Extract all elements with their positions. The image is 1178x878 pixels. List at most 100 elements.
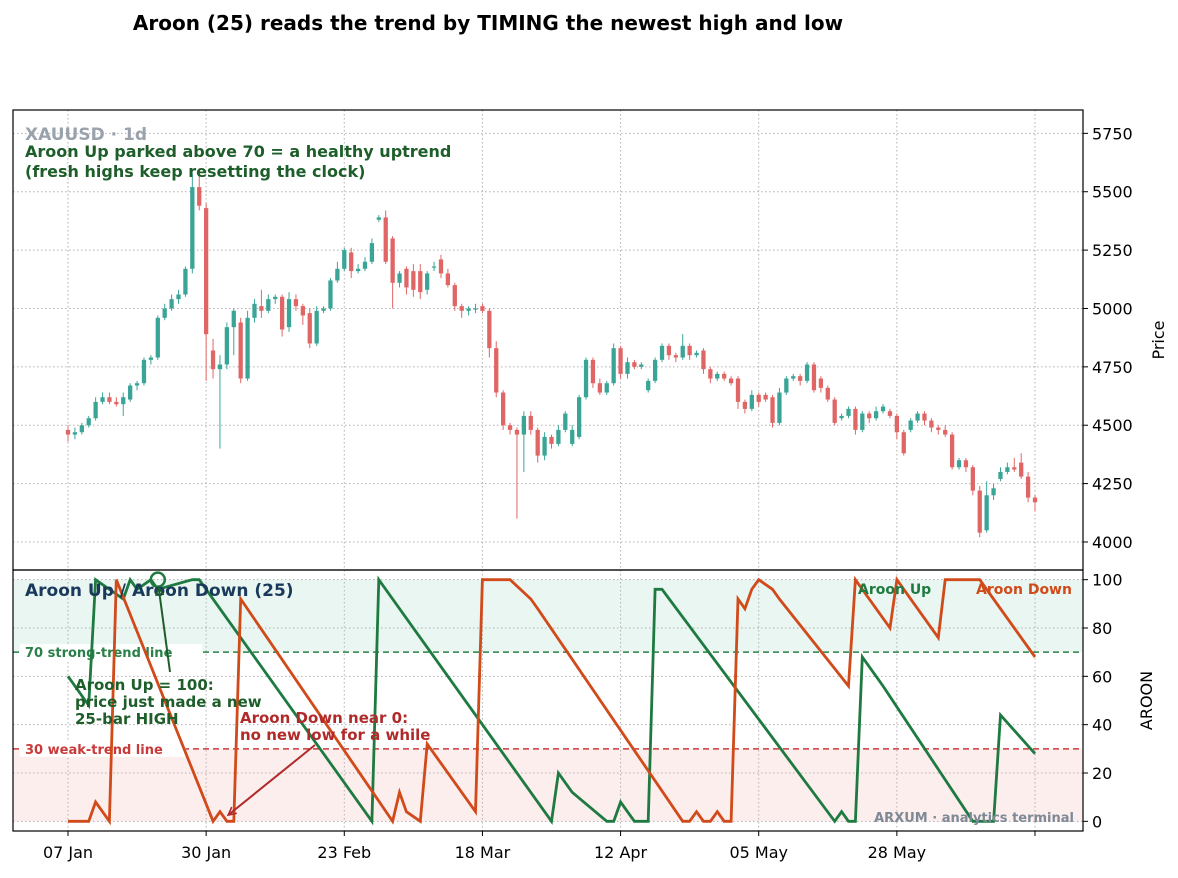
candle [563,411,568,433]
candle [431,261,437,272]
candle [839,413,844,421]
candle-body [597,383,602,393]
candle [114,397,119,407]
candle-body [887,411,893,416]
candle-body [259,306,264,311]
candle-body [583,359,589,398]
candle-body [611,348,616,384]
candle-body [507,425,513,430]
x-tick-label: 05 May [729,843,788,862]
candle-body [307,313,312,344]
reference-line-label: 70 strong-trend line [25,646,173,661]
candle-body [549,436,554,444]
candle-body [742,401,748,409]
candle [542,432,547,461]
price-tick-label: 4250 [1092,475,1133,494]
x-tick-label: 12 Apr [594,843,648,862]
candle-body [791,376,796,379]
x-tick-label: 07 Jan [43,843,93,862]
candle [369,238,375,265]
candle-body [390,238,395,283]
candle [355,264,361,274]
candle [535,427,540,463]
candle-body [1012,467,1017,470]
candle [383,210,388,265]
candle [722,371,727,381]
candle [141,357,147,386]
candle [770,394,775,428]
candle [238,317,243,384]
candle-body [231,310,236,328]
candle [763,392,768,402]
candle [438,254,444,279]
candle [922,411,927,426]
price-tick-label: 5500 [1092,183,1133,202]
candle-body [894,415,899,433]
candle-body [625,362,630,374]
candle [197,168,202,211]
price-tick-label: 5750 [1092,124,1133,143]
candle-body [397,273,402,283]
candle [183,266,188,297]
candle-body [279,296,285,330]
candle [349,247,354,279]
candle-body [632,362,637,367]
candle [646,378,651,393]
candle-body [1025,476,1031,498]
candle-body [784,378,789,393]
candle-body [949,434,955,468]
candle-body [266,299,271,311]
candle [342,247,347,272]
candle [853,406,858,435]
candle-body [618,348,623,374]
candle-body [501,392,506,426]
candle [93,397,98,421]
candle [784,376,789,395]
candle [148,355,154,365]
candle [618,345,623,379]
candle-body [846,408,851,416]
candle-body [383,217,388,262]
candle-body [404,268,409,288]
candle-body [936,427,941,430]
candle [556,425,561,447]
candle-body [977,490,982,533]
candle-body [860,413,865,430]
candle [908,418,913,433]
x-tick-label: 23 Feb [317,843,371,862]
candle [252,299,257,323]
candle [65,425,71,442]
candle-body [659,345,665,360]
candle [411,264,416,297]
candle-body [528,415,533,430]
candle [155,315,160,360]
candle-body [314,310,319,344]
legend-aroon-up: Aroon Up [858,582,931,598]
candle [314,306,319,346]
candle-body [901,432,906,454]
aroon-band [13,748,1083,822]
candle [701,348,706,374]
candle-body [570,429,575,444]
candle-body [798,376,803,381]
candle-body [839,415,844,419]
candle [224,322,230,370]
candle-body [853,408,858,430]
candle [639,362,644,370]
candle [335,261,340,283]
candle-body [238,322,243,379]
candle [680,334,685,360]
candle [860,411,865,433]
candle [259,289,264,318]
aroon-up-annotation: Aroon Up = 100: price just made a new 25-b… [75,676,262,728]
candle-body [963,460,969,468]
candle [991,483,996,500]
candle-body [514,429,520,435]
candle [507,422,513,435]
candle-body [763,394,768,400]
candle [742,399,748,414]
main-title: Aroon (25) reads the trend by TIMING the… [133,11,843,35]
candle [659,343,665,363]
candle [880,404,886,414]
